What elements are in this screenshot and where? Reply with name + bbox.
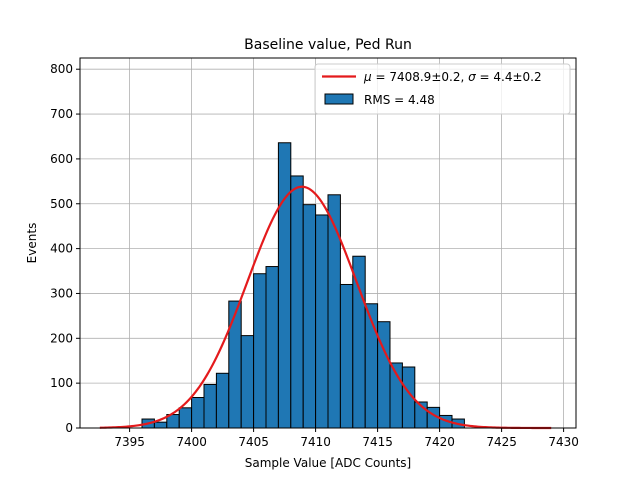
y-tick-label: 700 <box>50 107 73 121</box>
legend-hist-label: RMS = 4.48 <box>364 93 435 107</box>
x-tick-label: 7395 <box>114 435 145 449</box>
legend-mu-symbol: μ <box>363 70 372 84</box>
y-tick-label: 800 <box>50 62 73 76</box>
legend-sigma-symbol: σ <box>468 70 476 84</box>
legend-fit-label: μ = 7408.9±0.2, σ = 4.4±0.2 <box>363 70 542 84</box>
x-tick-label: 7420 <box>424 435 455 449</box>
x-axis-ticks: 7395 7400 7405 7410 7415 7420 7425 7430 <box>114 428 579 449</box>
histogram-bar <box>228 300 242 429</box>
legend-hist-swatch <box>324 93 354 105</box>
histogram-bar <box>253 273 267 429</box>
histogram-bar <box>327 194 341 429</box>
x-tick-label: 7405 <box>238 435 269 449</box>
histogram-bar <box>277 142 292 429</box>
histogram-bar <box>315 214 329 429</box>
y-tick-label: 100 <box>50 376 73 390</box>
x-tick-label: 7400 <box>176 435 207 449</box>
legend-box <box>314 63 571 115</box>
y-tick-label: 300 <box>50 286 73 300</box>
histogram-bar <box>153 421 168 429</box>
y-axis-ticks: 0 100 200 300 400 500 600 700 800 <box>50 62 80 435</box>
histogram-bar <box>203 383 217 429</box>
legend: μ = 7408.9±0.2, σ = 4.4±0.2 RMS = 4.48 <box>314 63 571 115</box>
x-tick-label: 7410 <box>300 435 331 449</box>
chart-title: Baseline value, Ped Run <box>244 37 412 53</box>
fit-curve <box>99 185 552 430</box>
histogram-bar <box>215 372 230 429</box>
gaussian-fit <box>99 185 552 430</box>
x-tick-label: 7425 <box>486 435 517 449</box>
histogram-bar <box>240 335 255 429</box>
plot-frame <box>79 57 577 429</box>
x-tick-label: 7415 <box>362 435 393 449</box>
histogram-bar <box>178 407 193 429</box>
histogram-bars <box>141 142 465 429</box>
legend-sigma-value: = 4.4±0.2 <box>476 70 542 84</box>
histogram-bar <box>191 397 205 429</box>
histogram-bar <box>339 283 354 429</box>
legend-mu-value: = 7408.9±0.2, <box>372 70 468 84</box>
y-tick-label: 600 <box>50 152 73 166</box>
x-axis-label: Sample Value [ADC Counts] <box>245 456 411 470</box>
y-tick-label: 0 <box>65 421 73 435</box>
y-tick-label: 200 <box>50 331 73 345</box>
y-axis-label: Events <box>25 223 39 264</box>
x-tick-label: 7430 <box>548 435 579 449</box>
y-tick-label: 500 <box>50 197 73 211</box>
y-tick-label: 400 <box>50 242 73 256</box>
histogram-bar <box>265 266 279 429</box>
histogram-bar <box>352 255 366 429</box>
histogram-bar <box>290 175 304 429</box>
histogram-bar <box>302 204 317 429</box>
